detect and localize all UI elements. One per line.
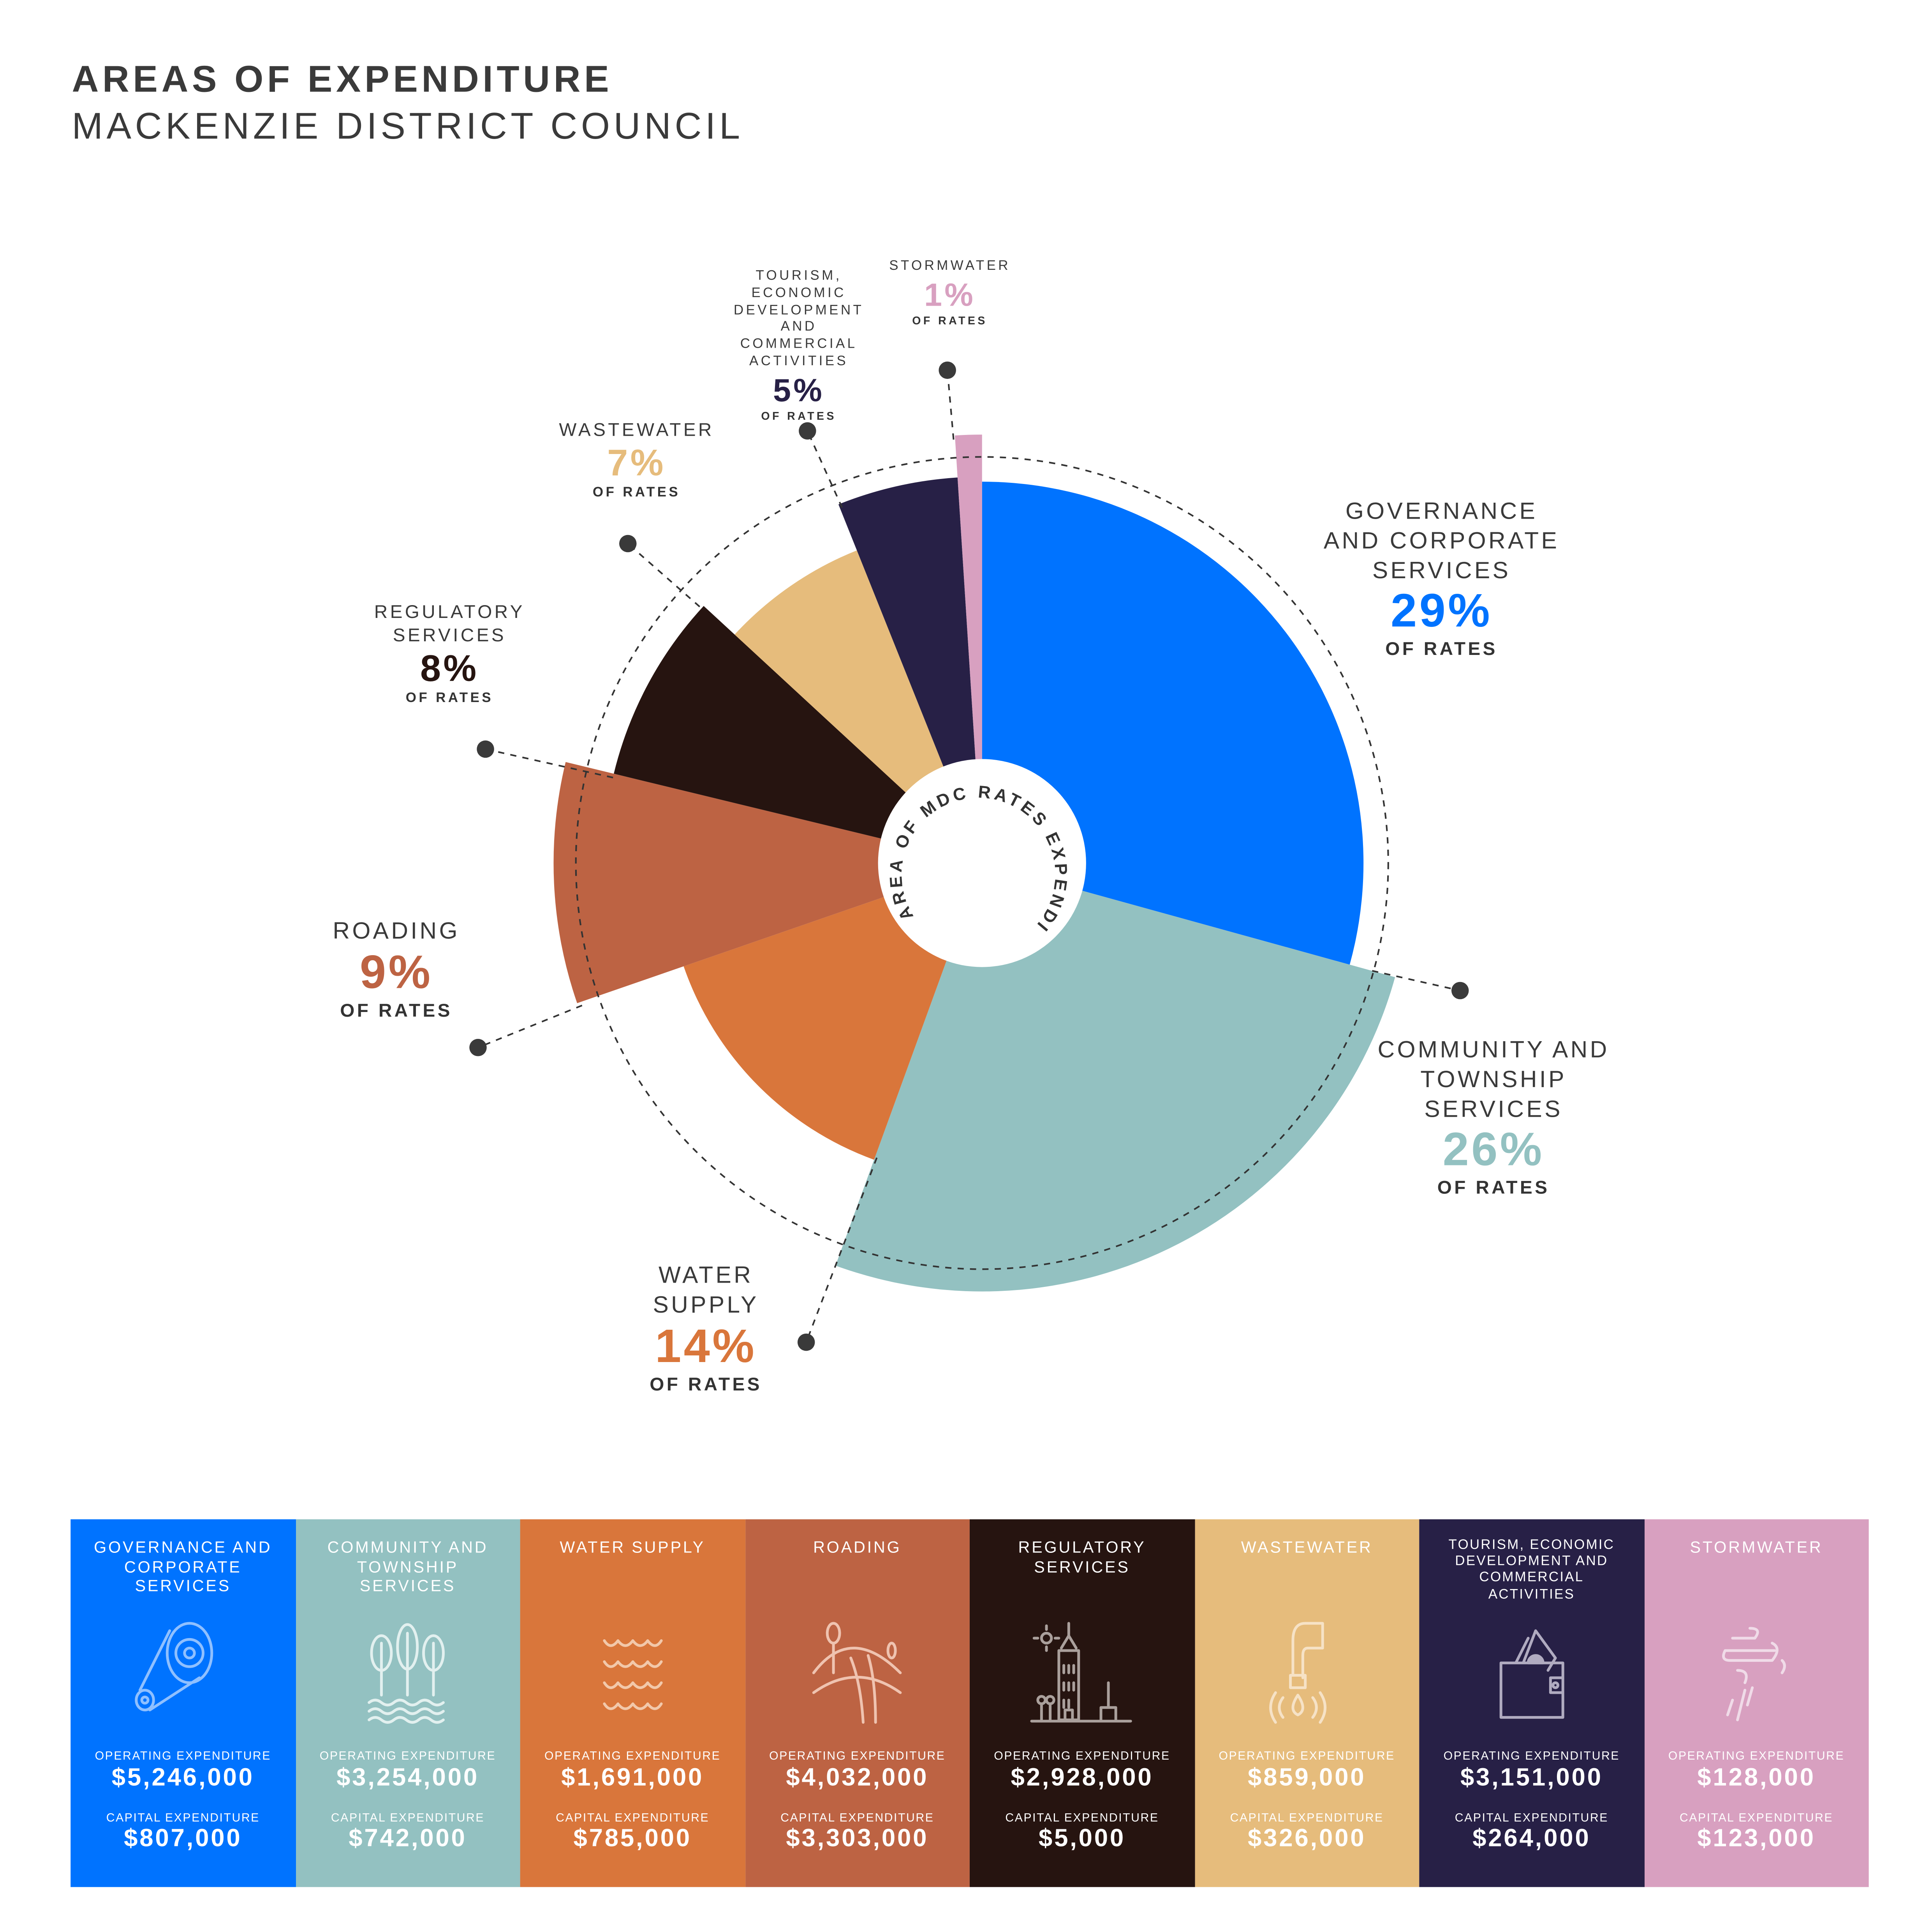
slice-community [835, 863, 1395, 1292]
city-building-icon [1026, 1616, 1138, 1727]
trees-icon [352, 1616, 463, 1727]
label-governance: GOVERNANCE AND CORPORATE SERVICES 29% OF… [1323, 499, 1560, 660]
leader-line [627, 543, 701, 607]
label-roading: ROADING 9% OF RATES [333, 919, 460, 1021]
panel-roading: ROADING OPERATING EXPENDITURE $4,032,000… [745, 1519, 970, 1887]
panel-governance: GOVERNANCE AND CORPORATE SERVICES OPERAT… [70, 1519, 296, 1887]
panel-stormwater: STORMWATER OPERATING EXPENDITURE $128,00… [1644, 1519, 1869, 1887]
leader-dot [469, 1039, 487, 1056]
page-subtitle: MACKENZIE DISTRICT COUNCIL [72, 106, 744, 148]
tap-drop-icon [1251, 1616, 1363, 1727]
label-water-supply: WATER SUPPLY 14% OF RATES [650, 1263, 762, 1395]
panel-wastewater: WASTEWATER OPERATING EXPENDITURE $859,00… [1194, 1519, 1420, 1887]
leader-dot [797, 1333, 815, 1351]
leader-line [946, 370, 955, 440]
road-icon [801, 1616, 913, 1727]
label-wastewater: WASTEWATER 7% OF RATES [559, 420, 714, 500]
expenditure-panels: GOVERNANCE AND CORPORATE SERVICES OPERAT… [70, 1519, 1869, 1887]
page-title: AREAS OF EXPENDITURE [72, 59, 613, 100]
leader-line [485, 748, 613, 779]
leader-dot [799, 422, 816, 440]
center-hole [878, 759, 1086, 967]
wallet-icon [1476, 1616, 1587, 1727]
leader-line [1372, 970, 1460, 992]
leader-dot [619, 535, 637, 553]
waves-icon [577, 1616, 688, 1727]
leader-dot [939, 361, 956, 379]
dashed-guide-circle [575, 456, 1389, 1270]
label-community: COMMUNITY AND TOWNSHIP SERVICES 26% OF R… [1377, 1037, 1610, 1199]
label-stormwater: STORMWATER 1% OF RATES [889, 259, 1011, 327]
slice-stormwater [955, 435, 982, 863]
leader-line [805, 1157, 878, 1343]
panel-tourism: TOURISM, ECONOMIC DEVELOPMENT AND COMMER… [1419, 1519, 1644, 1887]
leader-line [807, 430, 843, 508]
slice-water-supply [683, 863, 982, 1160]
panel-regulatory: REGULATORY SERVICES OPERATING EXPENDITUR… [969, 1519, 1195, 1887]
slice-regulatory [614, 606, 982, 863]
leader-dot [1451, 982, 1469, 1000]
label-tourism: TOURISM, ECONOMIC DEVELOPMENT AND COMMER… [733, 269, 864, 422]
panel-water-supply: WATER SUPPLY OPERATING EXPENDITURE $1,69… [520, 1519, 745, 1887]
label-regulatory: REGULATORY SERVICES 8% OF RATES [374, 602, 525, 706]
slice-roading [553, 762, 982, 1003]
rates-pie-chart: AREA OF MDC RATES EXPENDITURE [0, 0, 1469, 1351]
leader-line [477, 1005, 583, 1049]
leader-dot [477, 740, 494, 758]
gear-belt-icon [127, 1616, 239, 1727]
panel-community: COMMUNITY AND TOWNSHIP SERVICES OPERATIN… [295, 1519, 520, 1887]
wind-rain-icon [1701, 1616, 1812, 1727]
